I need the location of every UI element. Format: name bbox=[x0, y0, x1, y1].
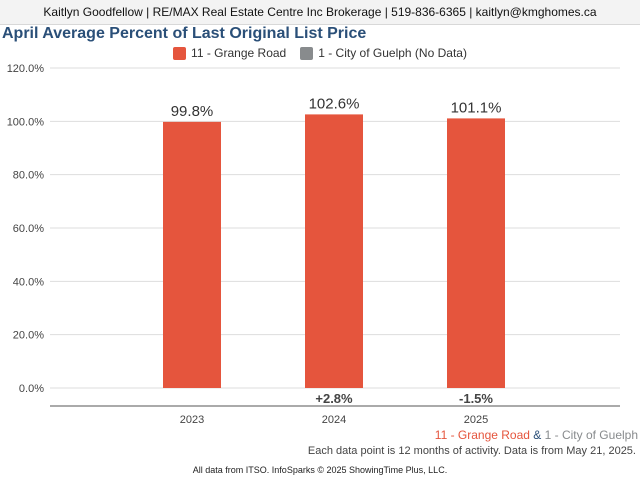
y-tick-label: 120.0% bbox=[7, 63, 45, 75]
legend-item-city-of-guelph[interactable]: 1 - City of Guelph (No Data) bbox=[300, 46, 467, 60]
chart-title: April Average Percent of Last Original L… bbox=[2, 25, 367, 42]
legend-swatch-grange-road bbox=[173, 46, 187, 60]
footer-legend-separator: & bbox=[529, 428, 545, 442]
legend-item-grange-road[interactable]: 11 - Grange Road bbox=[173, 46, 286, 60]
y-tick-label: 20.0% bbox=[13, 330, 44, 342]
y-tick-label: 80.0% bbox=[13, 170, 44, 182]
chart-legend: 11 - Grange Road 1 - City of Guelph (No … bbox=[0, 46, 640, 60]
header-contact-text: Kaitlyn Goodfellow | RE/MAX Real Estate … bbox=[43, 5, 597, 19]
bar bbox=[163, 121, 221, 388]
footer-source: All data from ITSO. InfoSparks © 2025 Sh… bbox=[192, 465, 448, 475]
y-tick-label: 60.0% bbox=[13, 223, 44, 235]
bar-value-label: 99.8% bbox=[171, 103, 214, 120]
y-tick-label: 0.0% bbox=[19, 383, 44, 395]
header-bar: Kaitlyn Goodfellow | RE/MAX Real Estate … bbox=[0, 0, 640, 25]
bar bbox=[447, 118, 505, 389]
y-tick-label: 40.0% bbox=[13, 276, 44, 288]
footer-legend-secondary: 1 - City of Guelph bbox=[544, 428, 638, 442]
legend-label-grange-road: 11 - Grange Road bbox=[191, 46, 287, 60]
footer-legend: 11 - Grange Road & 1 - City of Guelph bbox=[435, 428, 638, 442]
bar-value-label: 102.6% bbox=[309, 95, 360, 112]
legend-swatch-city-of-guelph bbox=[300, 46, 314, 60]
x-tick-label: 2023 bbox=[180, 414, 204, 426]
bar-value-label: 101.1% bbox=[451, 99, 502, 116]
footer-legend-primary: 11 - Grange Road bbox=[434, 428, 530, 442]
change-label: +2.8% bbox=[315, 391, 353, 406]
y-tick-label: 100.0% bbox=[7, 116, 45, 128]
footer-note: Each data point is 12 months of activity… bbox=[307, 445, 636, 457]
x-tick-label: 2025 bbox=[464, 414, 488, 426]
bar bbox=[305, 114, 363, 389]
change-label: -1.5% bbox=[459, 391, 493, 406]
x-tick-label: 2024 bbox=[322, 414, 346, 426]
legend-label-city-of-guelph: 1 - City of Guelph (No Data) bbox=[318, 46, 467, 60]
